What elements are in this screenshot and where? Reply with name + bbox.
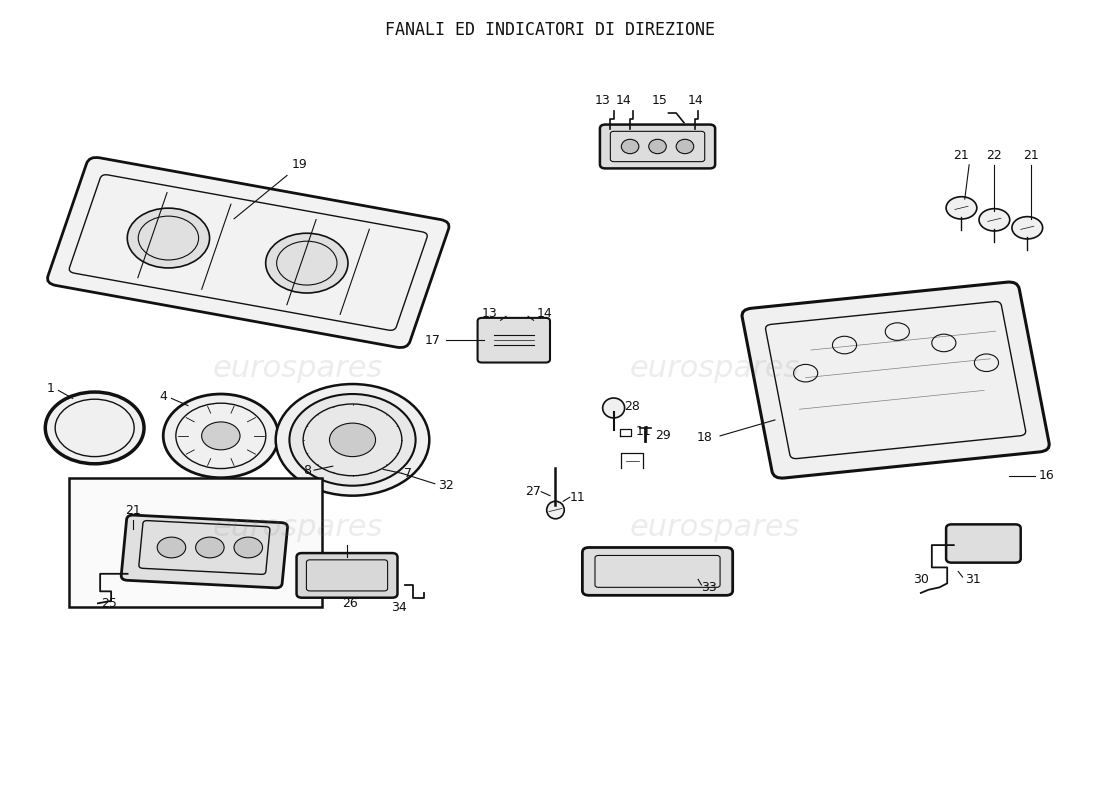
Text: eurospares: eurospares (212, 513, 383, 542)
Ellipse shape (45, 392, 144, 464)
FancyBboxPatch shape (477, 318, 550, 362)
Text: 21: 21 (954, 150, 969, 162)
FancyBboxPatch shape (297, 553, 397, 598)
Ellipse shape (603, 398, 625, 418)
Text: 32: 32 (438, 479, 454, 492)
Text: 13: 13 (482, 307, 497, 321)
Text: eurospares: eurospares (212, 354, 383, 382)
Ellipse shape (649, 139, 667, 154)
Text: 30: 30 (913, 573, 928, 586)
Text: 22: 22 (987, 150, 1002, 162)
Text: FANALI ED INDICATORI DI DIREZIONE: FANALI ED INDICATORI DI DIREZIONE (385, 22, 715, 39)
Text: 21: 21 (1023, 150, 1038, 162)
Text: 25: 25 (101, 597, 117, 610)
Ellipse shape (266, 234, 348, 293)
FancyBboxPatch shape (582, 547, 733, 595)
Text: 17: 17 (425, 334, 440, 346)
Circle shape (157, 537, 186, 558)
Text: 14: 14 (616, 94, 631, 106)
Ellipse shape (163, 394, 278, 478)
Circle shape (234, 537, 263, 558)
Text: 33: 33 (702, 581, 717, 594)
Text: 27: 27 (526, 485, 541, 498)
Text: 1: 1 (46, 382, 54, 395)
Text: 14: 14 (537, 307, 552, 321)
FancyBboxPatch shape (742, 282, 1049, 478)
Text: 13: 13 (595, 94, 610, 106)
Text: 11: 11 (570, 490, 585, 504)
Text: 4: 4 (160, 390, 167, 403)
FancyBboxPatch shape (600, 125, 715, 169)
Ellipse shape (547, 502, 564, 518)
Ellipse shape (276, 384, 429, 496)
Text: 14: 14 (689, 94, 704, 106)
Text: eurospares: eurospares (629, 513, 800, 542)
Ellipse shape (676, 139, 694, 154)
Text: 21: 21 (125, 504, 141, 517)
Text: 26: 26 (342, 597, 359, 610)
Bar (69, 478, 322, 607)
Ellipse shape (128, 208, 210, 268)
Circle shape (1012, 217, 1043, 239)
Text: 8: 8 (302, 465, 311, 478)
Ellipse shape (201, 422, 240, 450)
Circle shape (946, 197, 977, 219)
Text: 31: 31 (965, 573, 980, 586)
Text: 16: 16 (1038, 470, 1054, 482)
FancyBboxPatch shape (47, 158, 449, 347)
Text: 15: 15 (652, 94, 668, 106)
Text: 19: 19 (234, 158, 308, 219)
Circle shape (196, 537, 224, 558)
Ellipse shape (621, 139, 639, 154)
Text: 7: 7 (404, 467, 412, 480)
Ellipse shape (289, 394, 416, 486)
Text: 18: 18 (696, 431, 713, 444)
Text: 11: 11 (636, 426, 651, 438)
Circle shape (979, 209, 1010, 231)
Text: 28: 28 (625, 400, 640, 413)
FancyBboxPatch shape (946, 524, 1021, 562)
Text: 29: 29 (656, 430, 671, 442)
FancyBboxPatch shape (121, 515, 287, 588)
Ellipse shape (330, 423, 375, 457)
Text: eurospares: eurospares (629, 354, 800, 382)
Text: 34: 34 (390, 601, 407, 614)
